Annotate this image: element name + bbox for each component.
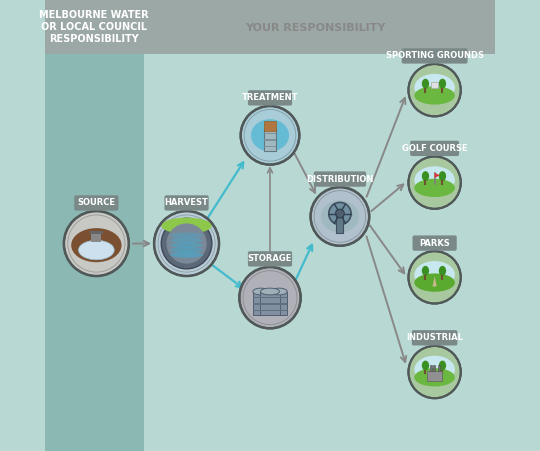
FancyBboxPatch shape	[44, 0, 144, 451]
Circle shape	[241, 106, 299, 165]
Bar	[438, 365, 440, 371]
Ellipse shape	[251, 119, 289, 152]
Bar	[431, 83, 438, 88]
Circle shape	[64, 211, 129, 276]
Ellipse shape	[439, 266, 446, 276]
Bar	[90, 231, 103, 234]
Ellipse shape	[422, 78, 429, 89]
Ellipse shape	[414, 86, 455, 105]
Polygon shape	[435, 173, 440, 178]
Circle shape	[239, 267, 301, 328]
Bar	[430, 365, 432, 371]
FancyBboxPatch shape	[75, 195, 118, 211]
Bar	[253, 304, 269, 305]
Bar	[427, 371, 442, 381]
Ellipse shape	[414, 179, 455, 197]
Bar	[264, 129, 276, 152]
Bar	[253, 297, 269, 298]
Ellipse shape	[253, 288, 269, 295]
Ellipse shape	[271, 288, 287, 295]
Circle shape	[154, 211, 219, 276]
Bar	[336, 216, 343, 233]
Circle shape	[408, 64, 461, 116]
Ellipse shape	[414, 261, 455, 289]
Ellipse shape	[260, 288, 280, 295]
Bar	[260, 304, 280, 305]
Text: MELBOURNE WATER
OR LOCAL COUNCIL
RESPONSIBILITY: MELBOURNE WATER OR LOCAL COUNCIL RESPONS…	[39, 10, 149, 44]
FancyBboxPatch shape	[314, 171, 366, 187]
Bar	[433, 365, 435, 371]
Circle shape	[310, 187, 369, 246]
Ellipse shape	[439, 360, 446, 371]
Polygon shape	[433, 276, 437, 286]
Ellipse shape	[78, 240, 114, 260]
Ellipse shape	[170, 242, 203, 248]
Text: INDUSTRIAL: INDUSTRIAL	[406, 333, 463, 342]
Bar	[253, 291, 269, 314]
Text: YOUR RESPONSIBILITY: YOUR RESPONSIBILITY	[245, 23, 385, 33]
Bar	[264, 146, 276, 147]
Ellipse shape	[414, 368, 455, 387]
Ellipse shape	[414, 74, 455, 101]
FancyBboxPatch shape	[413, 235, 457, 251]
Text: TREATMENT: TREATMENT	[242, 93, 298, 102]
Circle shape	[329, 202, 351, 225]
Text: STORAGE: STORAGE	[248, 254, 292, 263]
FancyBboxPatch shape	[165, 195, 208, 211]
FancyBboxPatch shape	[44, 0, 496, 54]
Circle shape	[166, 223, 207, 264]
Text: GOLF COURSE: GOLF COURSE	[402, 144, 468, 153]
Ellipse shape	[422, 360, 429, 371]
FancyBboxPatch shape	[402, 48, 468, 64]
Circle shape	[335, 209, 345, 218]
Circle shape	[408, 251, 461, 304]
Ellipse shape	[422, 171, 429, 181]
Text: DISTRIBUTION: DISTRIBUTION	[306, 175, 374, 184]
Ellipse shape	[422, 266, 429, 276]
Bar	[271, 291, 287, 314]
FancyBboxPatch shape	[412, 330, 457, 345]
Bar	[260, 291, 280, 314]
Text: HARVEST: HARVEST	[165, 198, 208, 207]
Bar	[91, 234, 101, 242]
Ellipse shape	[170, 247, 203, 253]
Ellipse shape	[170, 237, 203, 243]
Ellipse shape	[414, 166, 455, 194]
Ellipse shape	[414, 273, 455, 292]
Circle shape	[161, 218, 212, 269]
Text: SPORTING GROUNDS: SPORTING GROUNDS	[386, 51, 484, 60]
Ellipse shape	[439, 78, 446, 89]
Circle shape	[408, 346, 461, 398]
Text: SOURCE: SOURCE	[77, 198, 116, 207]
Bar	[271, 304, 287, 305]
Bar	[264, 133, 276, 134]
Bar	[260, 310, 280, 312]
Ellipse shape	[439, 171, 446, 181]
FancyBboxPatch shape	[248, 90, 292, 106]
Bar	[271, 297, 287, 298]
Ellipse shape	[170, 252, 203, 258]
Ellipse shape	[161, 217, 212, 234]
Bar	[260, 297, 280, 298]
Ellipse shape	[170, 233, 203, 238]
FancyBboxPatch shape	[248, 251, 292, 267]
Ellipse shape	[414, 356, 455, 383]
Ellipse shape	[321, 200, 359, 233]
Bar	[253, 310, 269, 312]
Bar	[264, 139, 276, 141]
Text: PARKS: PARKS	[419, 239, 450, 248]
Bar	[264, 120, 276, 131]
Circle shape	[408, 156, 461, 209]
FancyBboxPatch shape	[410, 141, 459, 156]
Bar	[271, 310, 287, 312]
Ellipse shape	[71, 228, 122, 262]
